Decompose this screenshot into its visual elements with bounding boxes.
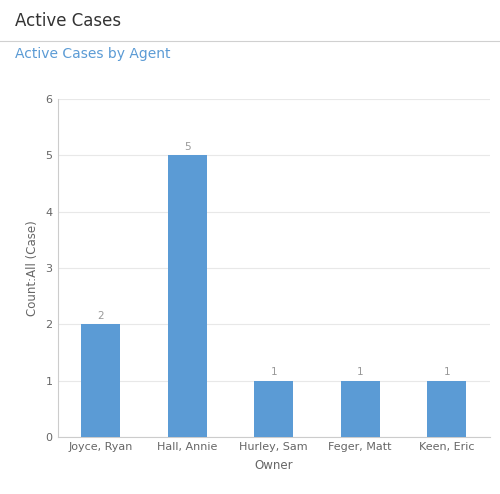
Bar xyxy=(254,381,293,437)
Bar xyxy=(341,381,380,437)
Y-axis label: Count:All (Case): Count:All (Case) xyxy=(26,220,38,316)
Text: 1: 1 xyxy=(357,368,364,377)
Text: 2: 2 xyxy=(98,311,104,321)
Text: 1: 1 xyxy=(444,368,450,377)
Text: 5: 5 xyxy=(184,142,190,152)
Text: 1: 1 xyxy=(270,368,277,377)
X-axis label: Owner: Owner xyxy=(254,459,293,472)
Text: Active Cases: Active Cases xyxy=(15,12,121,30)
Bar xyxy=(428,381,466,437)
Bar xyxy=(82,325,120,437)
Bar xyxy=(168,155,206,437)
Text: Active Cases by Agent: Active Cases by Agent xyxy=(15,47,171,61)
